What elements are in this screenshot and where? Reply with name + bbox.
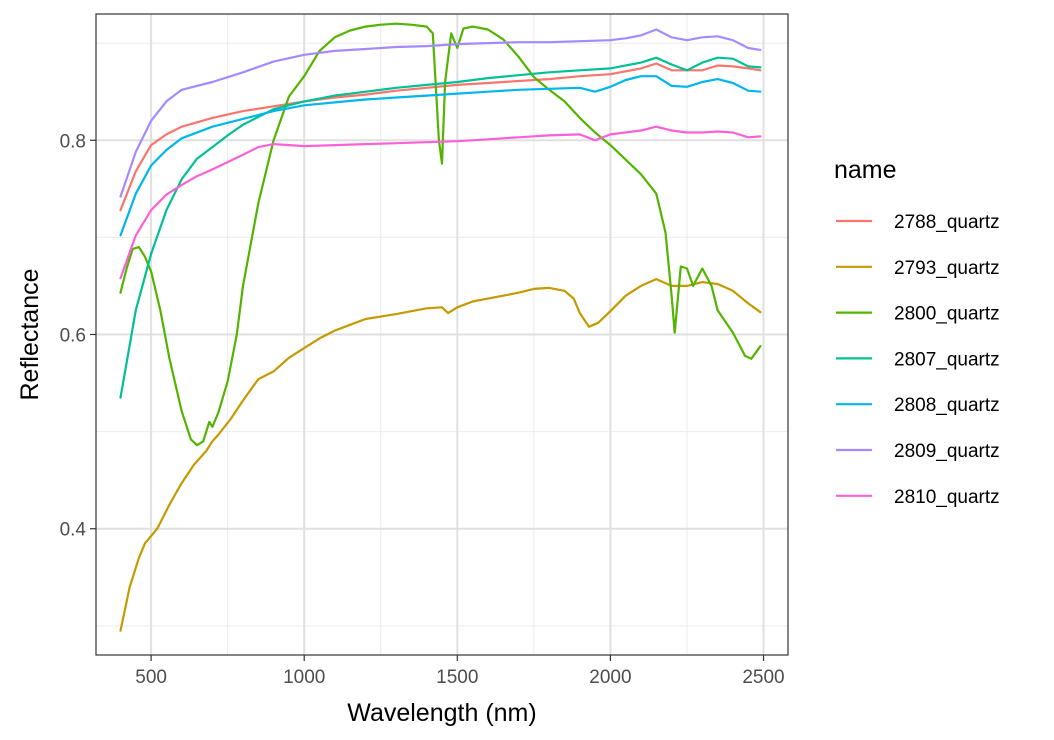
series-line-2808_quartz (119, 75, 762, 237)
legend: 2788_quartz 2793_quartz 2800_quartz 2807_qu… (836, 212, 1000, 508)
series-line-2793_quartz (119, 278, 762, 632)
series-lines (119, 22, 762, 632)
x-tick-label: 1000 (283, 667, 325, 688)
x-tick-label: 500 (135, 667, 167, 688)
axes: 500 1000 1500 2000 2500 0.4 0.6 0.8 (60, 131, 785, 688)
legend-label-2808_quartz: 2808_quartz (894, 395, 1000, 416)
legend-label-2809_quartz: 2809_quartz (894, 441, 1000, 462)
y-axis-title: Reflectance (16, 268, 44, 400)
x-tick-label: 1500 (436, 667, 478, 688)
legend-label-2788_quartz: 2788_quartz (894, 212, 1000, 233)
legend-label-2800_quartz: 2800_quartz (894, 304, 1000, 325)
legend-label-2810_quartz: 2810_quartz (894, 487, 1000, 508)
y-tick-label: 0.8 (60, 131, 86, 152)
legend-title: name (834, 156, 897, 184)
series-line-2788_quartz (119, 62, 762, 212)
series-line-2800_quartz (119, 22, 762, 447)
legend-label-2807_quartz: 2807_quartz (894, 349, 1000, 370)
x-axis-title: Wavelength (nm) (347, 699, 536, 727)
x-tick-label: 2500 (742, 667, 784, 688)
x-tick-label: 2000 (589, 667, 631, 688)
series-line-2809_quartz (119, 28, 762, 198)
y-tick-label: 0.6 (60, 326, 86, 347)
y-tick-label: 0.4 (60, 520, 87, 541)
grid (96, 14, 788, 655)
legend-label-2793_quartz: 2793_quartz (894, 258, 1000, 279)
series-line-2807_quartz (119, 56, 762, 399)
series-line-2810_quartz (119, 125, 762, 280)
